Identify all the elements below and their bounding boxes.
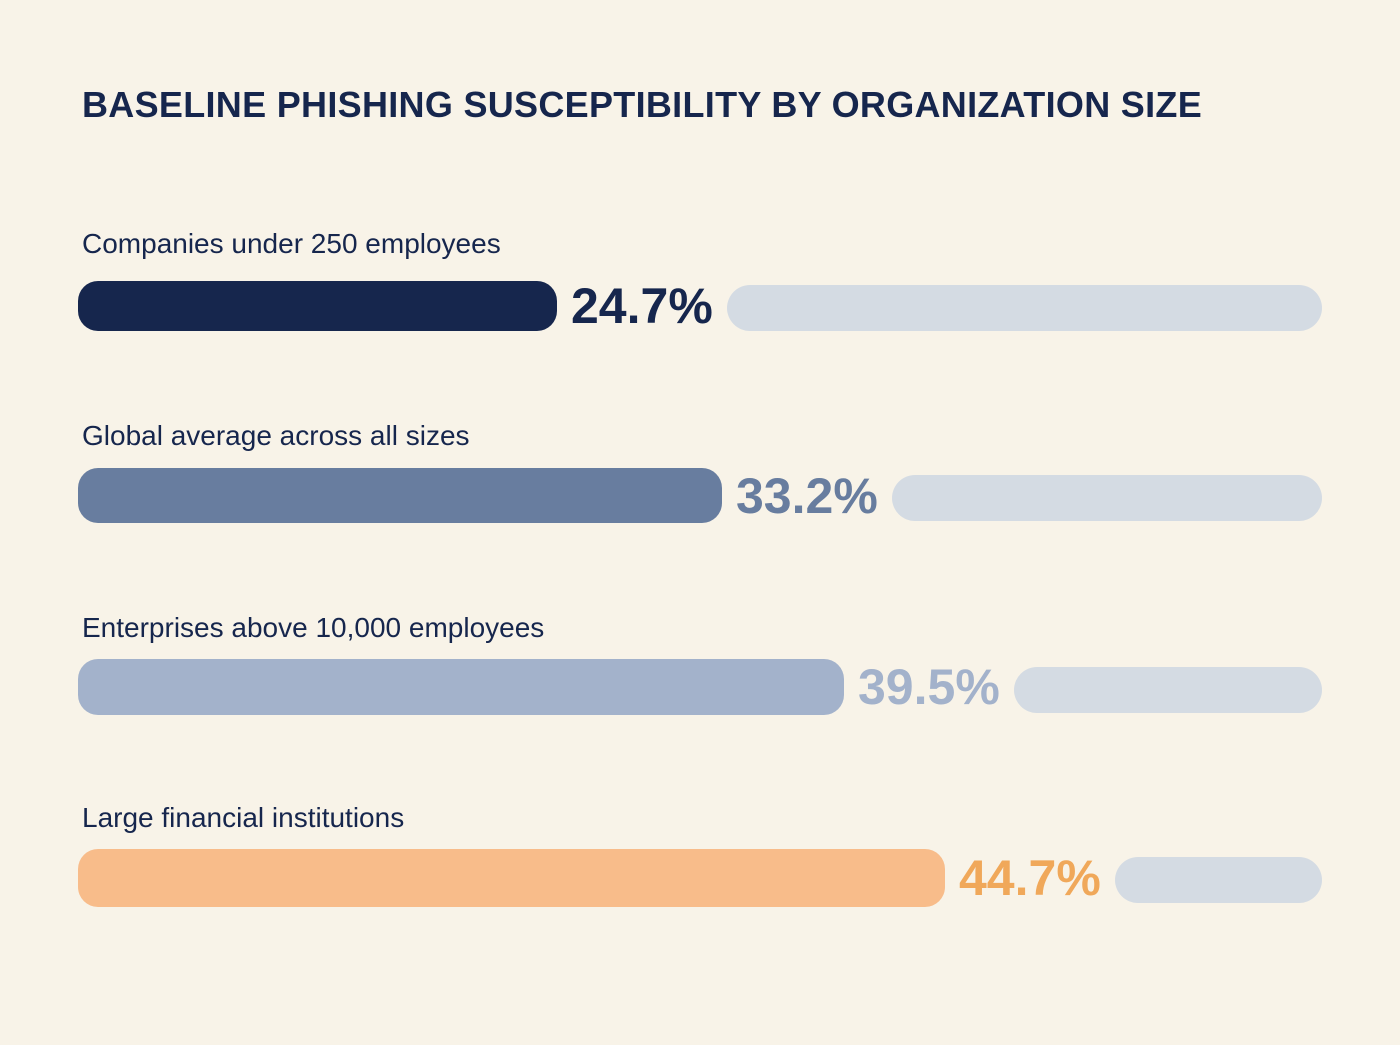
bar-category-label: Large financial institutions (82, 802, 405, 833)
bar-category-label: Enterprises above 10,000 employees (82, 612, 545, 643)
bar-track (892, 475, 1322, 521)
bar (78, 281, 557, 331)
bar-value-label: 39.5% (858, 659, 1000, 715)
bar-track (1115, 857, 1322, 903)
chart-title: BASELINE PHISHING SUSCEPTIBILITY BY ORGA… (82, 84, 1203, 125)
bar (78, 849, 945, 907)
bar-value-label: 33.2% (736, 467, 878, 524)
bar-track (1014, 667, 1322, 713)
bar (78, 468, 722, 523)
bar (78, 659, 844, 715)
bar-category-label: Companies under 250 employees (82, 228, 501, 259)
bar-value-label: 24.7% (571, 278, 713, 334)
bar-category-label: Global average across all sizes (82, 420, 470, 451)
bar-value-label: 44.7% (959, 850, 1101, 906)
bar-track (727, 285, 1322, 331)
